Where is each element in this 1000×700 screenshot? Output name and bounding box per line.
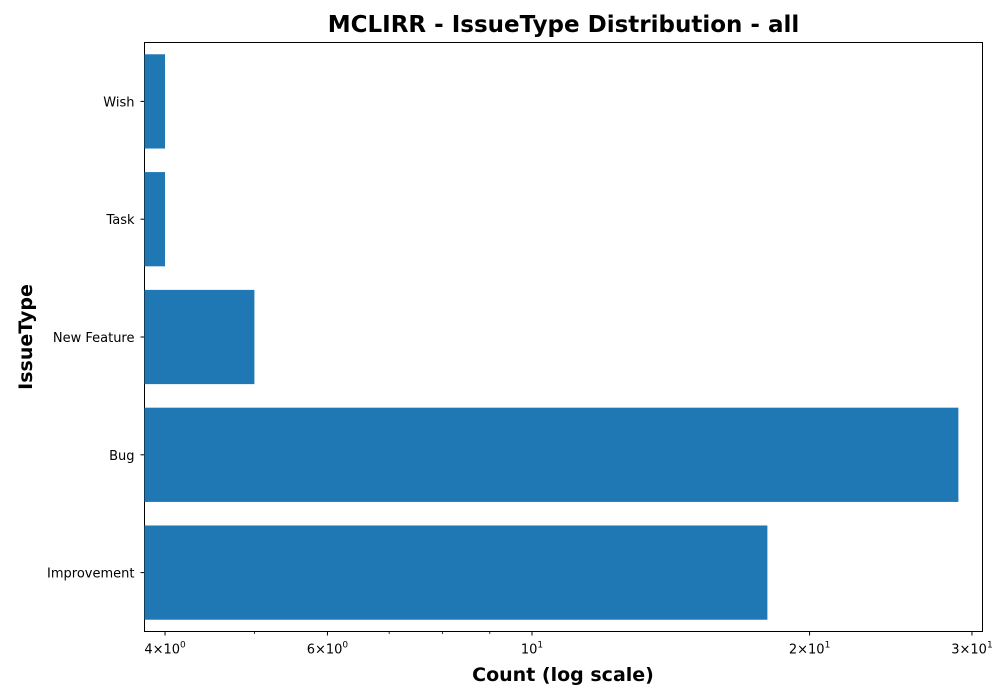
bar-bug — [144, 407, 959, 502]
y-axis-label: IssueType — [15, 284, 37, 390]
y-tick-label: Wish — [103, 95, 134, 110]
bar-wish — [144, 54, 166, 149]
bar-new-feature — [144, 289, 255, 385]
x-tick-label: 4×100 — [144, 641, 186, 658]
x-tick-label: 6×100 — [307, 641, 349, 658]
bar-task — [144, 172, 166, 267]
chart-title: MCLIRR - IssueType Distribution - all — [327, 12, 800, 38]
y-tick-label: Bug — [109, 449, 134, 464]
bar-improvement — [144, 525, 768, 620]
y-tick-label: New Feature — [53, 331, 135, 346]
x-tick-label: 3×101 — [951, 641, 992, 658]
y-tick-label: Task — [105, 213, 135, 228]
x-tick-label: 101 — [521, 641, 543, 658]
y-tick-label: Improvement — [47, 567, 134, 582]
x-axis-label: Count (log scale) — [472, 664, 654, 686]
x-tick-label: 2×101 — [789, 641, 830, 658]
